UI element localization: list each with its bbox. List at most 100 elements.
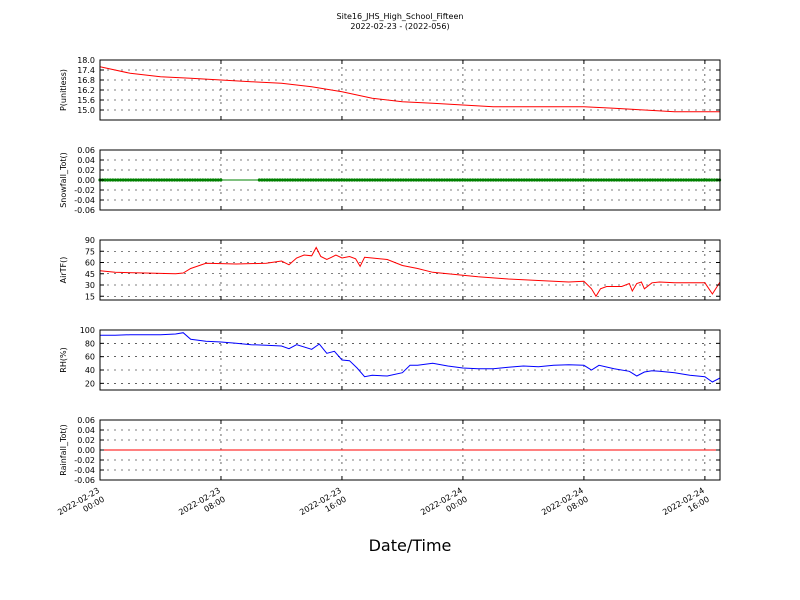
data-point bbox=[373, 178, 377, 182]
data-point bbox=[170, 178, 174, 182]
data-point bbox=[453, 178, 457, 182]
data-point bbox=[327, 178, 331, 182]
data-point bbox=[573, 178, 578, 182]
data-point bbox=[707, 178, 711, 182]
data-point bbox=[710, 178, 714, 182]
data-point bbox=[345, 178, 349, 182]
y-axis-label: RH(%) bbox=[59, 347, 68, 372]
data-point bbox=[419, 178, 423, 182]
data-point bbox=[558, 178, 562, 182]
data-point bbox=[442, 178, 447, 182]
data-point bbox=[337, 178, 341, 182]
data-point bbox=[589, 178, 593, 182]
data-point bbox=[355, 178, 359, 182]
data-point bbox=[183, 178, 187, 182]
data-point bbox=[206, 178, 210, 182]
y-tick-label: 0.02 bbox=[77, 436, 95, 445]
series-line bbox=[99, 66, 720, 113]
data-point bbox=[566, 178, 570, 182]
data-point bbox=[296, 178, 300, 182]
plot-frame bbox=[99, 329, 721, 391]
data-point bbox=[424, 178, 429, 182]
data-point bbox=[584, 178, 588, 182]
y-tick-label: 15 bbox=[85, 292, 95, 301]
y-tick-label: 16.8 bbox=[77, 76, 95, 85]
y-tick-label: 20 bbox=[85, 379, 95, 388]
data-point bbox=[286, 178, 290, 182]
data-point bbox=[216, 178, 220, 182]
data-point bbox=[363, 178, 367, 182]
y-tick-label: 0.06 bbox=[77, 416, 95, 425]
data-point bbox=[627, 178, 632, 182]
chart-title: Site16_JHS_High_School_Fifteen bbox=[337, 12, 464, 21]
data-point bbox=[211, 178, 215, 182]
y-tick-label: 18.0 bbox=[77, 56, 95, 65]
data-point bbox=[463, 178, 467, 182]
y-axis-label: Snowfall_Tot() bbox=[59, 152, 68, 208]
data-point bbox=[383, 178, 387, 182]
data-point bbox=[473, 178, 477, 182]
data-point bbox=[630, 178, 634, 182]
data-point bbox=[203, 178, 207, 182]
data-point bbox=[615, 178, 619, 182]
data-point bbox=[699, 178, 704, 182]
data-point bbox=[193, 178, 197, 182]
data-point bbox=[617, 178, 621, 182]
data-point bbox=[113, 178, 118, 182]
data-point bbox=[386, 178, 390, 182]
y-tick-label: 30 bbox=[85, 281, 95, 290]
data-point bbox=[283, 178, 287, 182]
panel-5: -0.06-0.04-0.020.000.020.040.06 Rainfall_… bbox=[59, 416, 721, 485]
data-point bbox=[504, 178, 508, 182]
data-point bbox=[591, 178, 596, 182]
data-point bbox=[180, 178, 184, 182]
data-point bbox=[656, 178, 660, 182]
data-point bbox=[612, 178, 616, 182]
data-point bbox=[111, 178, 115, 182]
y-axis-label: P(unitless) bbox=[59, 69, 68, 111]
data-point bbox=[687, 178, 691, 182]
data-point bbox=[671, 178, 675, 182]
data-point bbox=[219, 178, 223, 182]
data-point bbox=[548, 178, 552, 182]
series-line bbox=[100, 332, 721, 383]
data-point bbox=[486, 178, 490, 182]
data-point bbox=[476, 178, 480, 182]
data-point bbox=[466, 178, 470, 182]
data-point bbox=[301, 178, 305, 182]
data-point bbox=[291, 178, 295, 182]
data-point bbox=[651, 178, 655, 182]
x-axis-label: Date/Time bbox=[369, 536, 452, 555]
series-line bbox=[99, 246, 721, 298]
data-point bbox=[347, 178, 351, 182]
data-point bbox=[661, 178, 665, 182]
data-point bbox=[147, 178, 151, 182]
data-point bbox=[116, 178, 120, 182]
data-point bbox=[152, 178, 156, 182]
data-point bbox=[329, 178, 333, 182]
data-point bbox=[365, 178, 369, 182]
y-tick-label: 40 bbox=[85, 366, 95, 375]
data-point bbox=[594, 178, 598, 182]
data-point bbox=[620, 178, 624, 182]
y-tick-label: -0.04 bbox=[74, 196, 95, 205]
y-tick-label: 15.0 bbox=[77, 106, 95, 115]
y-tick-label: 75 bbox=[85, 247, 95, 256]
data-point bbox=[144, 178, 148, 182]
data-point bbox=[401, 178, 405, 182]
data-point bbox=[579, 178, 583, 182]
y-tick-label: -0.06 bbox=[74, 206, 95, 215]
data-point bbox=[352, 178, 357, 182]
data-point bbox=[522, 178, 526, 182]
data-point bbox=[530, 178, 534, 182]
chart-subtitle: 2022-02-23 - (2022-056) bbox=[350, 22, 449, 31]
data-point bbox=[507, 178, 511, 182]
data-point bbox=[527, 178, 531, 182]
data-point bbox=[293, 178, 297, 182]
data-point bbox=[435, 178, 439, 182]
data-point bbox=[412, 178, 416, 182]
data-point bbox=[121, 178, 125, 182]
data-point bbox=[214, 178, 218, 182]
